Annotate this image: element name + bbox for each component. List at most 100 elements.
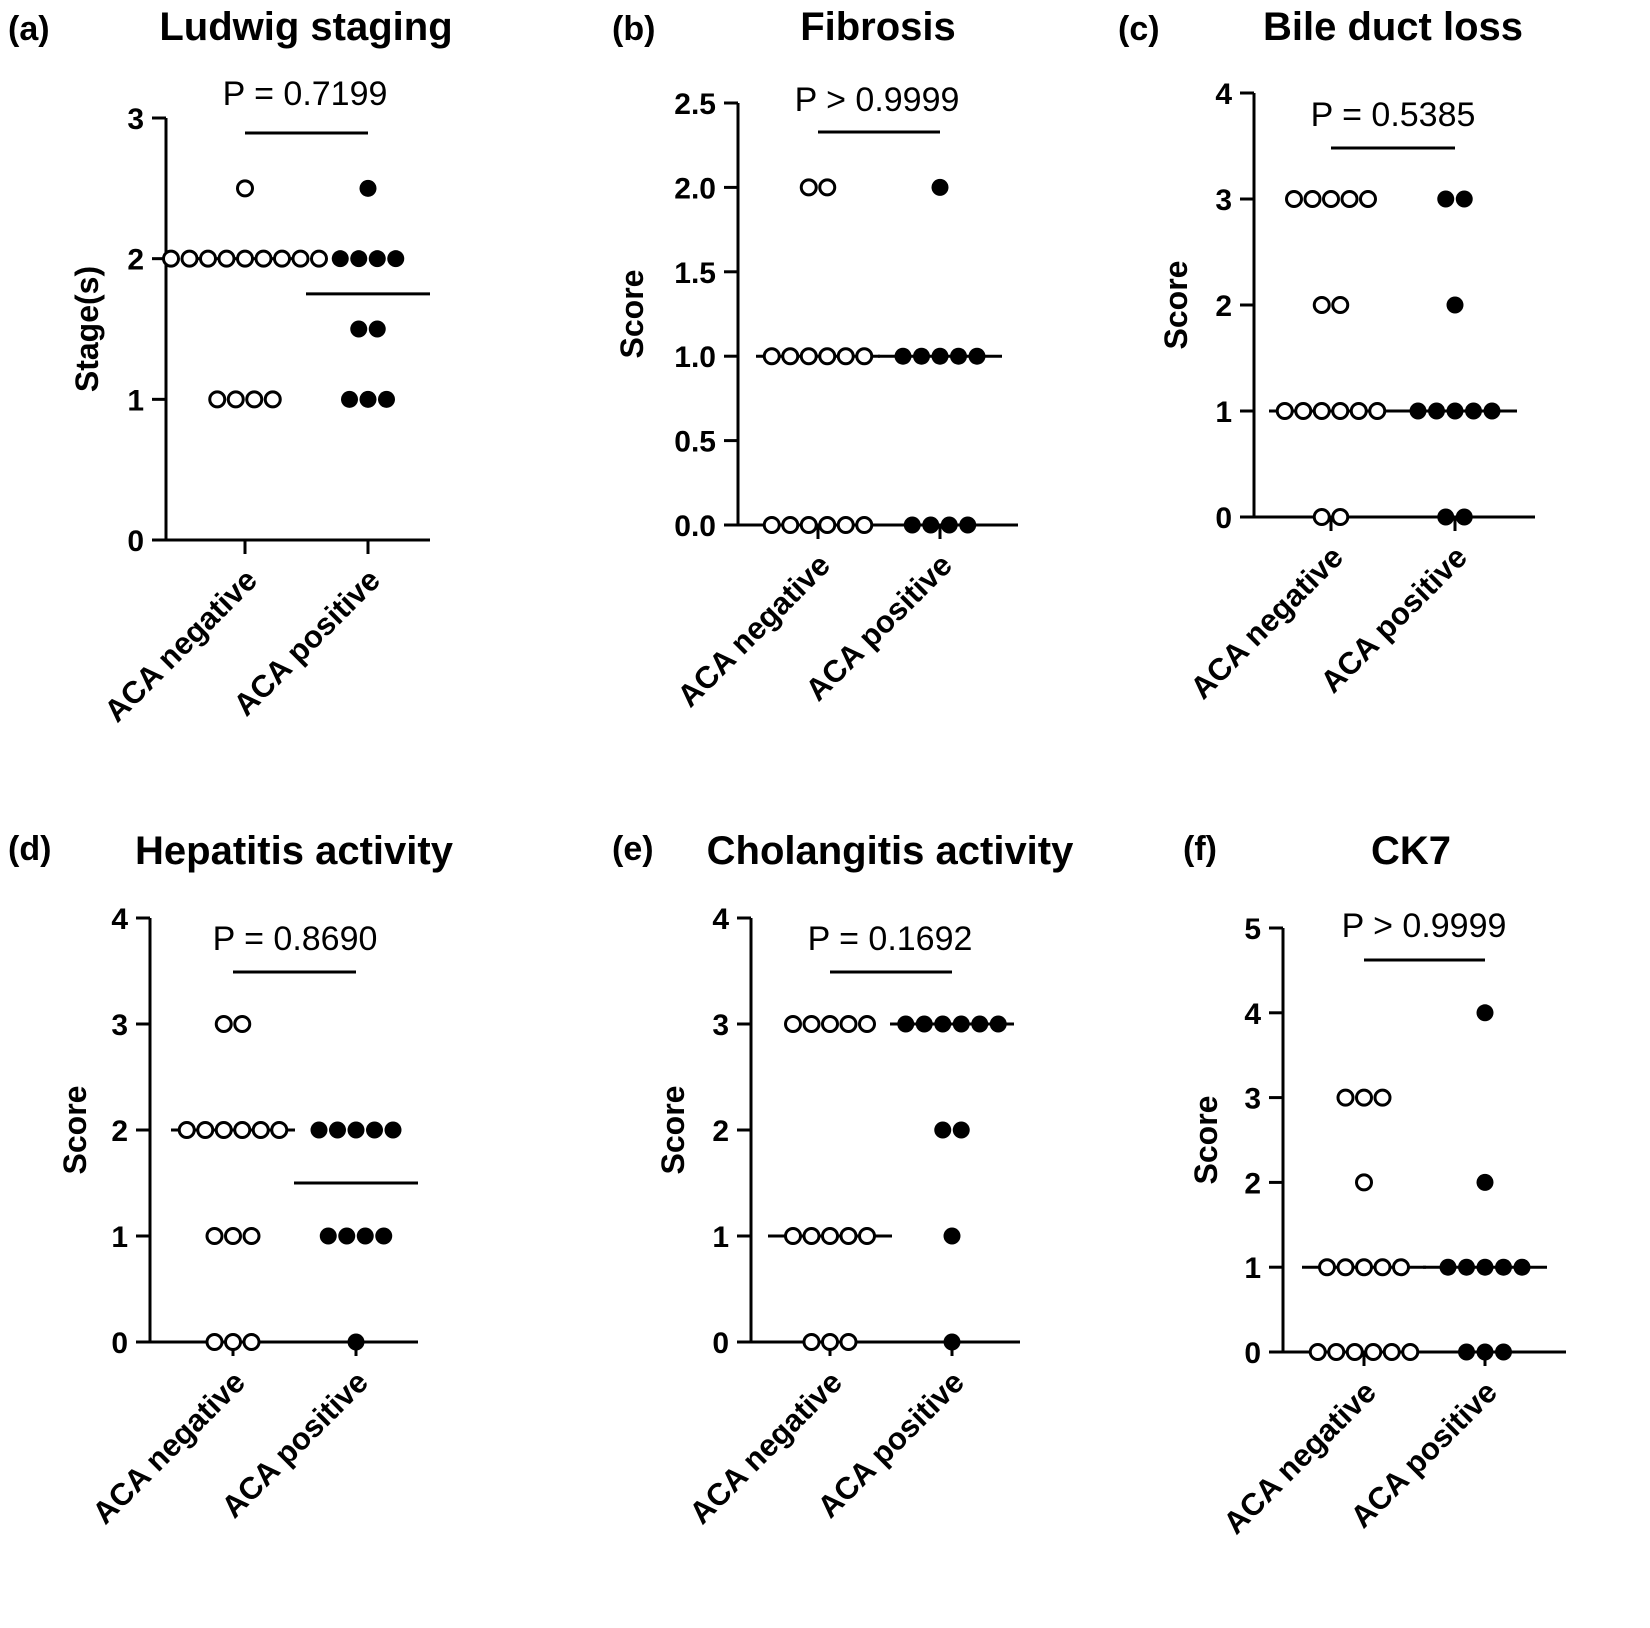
data-point-open: [839, 1333, 858, 1351]
data-point-open: [1327, 1343, 1346, 1361]
data-point-filled: [384, 1121, 402, 1139]
data-point-open: [1345, 1343, 1364, 1361]
data-point-open: [855, 516, 874, 534]
data-point-filled: [897, 1015, 915, 1033]
data-point-open: [273, 249, 291, 268]
data-point-open: [1336, 1258, 1355, 1277]
data-point-filled: [1465, 402, 1482, 420]
data-point-filled: [1428, 402, 1445, 420]
p-value: P = 0.8690: [213, 920, 378, 958]
data-point-open: [1373, 1258, 1392, 1277]
data-point-open: [217, 249, 236, 268]
data-point-open: [214, 1121, 233, 1139]
panel-title: Hepatitis activity: [135, 829, 454, 873]
data-point-open: [799, 516, 818, 534]
y-tick-label: 0: [1215, 502, 1232, 535]
y-tick-label: 2: [712, 1115, 729, 1148]
data-point-open: [242, 1227, 261, 1245]
data-point-filled: [1495, 1343, 1512, 1361]
panel-label: (d): [8, 830, 51, 868]
data-point-open: [1355, 1173, 1373, 1192]
data-point-filled: [1476, 1173, 1494, 1191]
data-point-filled: [922, 516, 940, 534]
data-point-open: [1303, 190, 1322, 208]
data-point-open: [1294, 402, 1313, 420]
data-point-filled: [359, 179, 377, 197]
data-point-filled: [366, 1121, 383, 1139]
y-tick-label: 1.0: [674, 341, 716, 374]
data-point-filled: [950, 347, 967, 365]
y-axis-title: Score: [614, 270, 650, 359]
p-value: P > 0.9999: [1342, 907, 1507, 945]
data-point-filled: [1409, 402, 1427, 420]
y-tick-label: 4: [111, 903, 128, 936]
data-point-filled: [1476, 1004, 1494, 1022]
data-point-filled: [347, 1333, 365, 1351]
y-tick-label: 1: [1215, 396, 1232, 429]
panel-label: (f): [1183, 830, 1217, 868]
y-tick-label: 3: [1215, 184, 1232, 217]
data-point-filled: [359, 390, 377, 408]
data-point-filled: [1455, 190, 1473, 208]
data-point-open: [1364, 1343, 1383, 1361]
data-point-filled: [368, 250, 386, 268]
data-point-filled: [931, 178, 949, 196]
data-point-open: [1355, 1088, 1373, 1107]
data-point-filled: [934, 1121, 952, 1139]
data-point-open: [224, 1333, 242, 1351]
data-point-open: [784, 1015, 802, 1033]
data-point-open: [291, 249, 310, 268]
data-point-filled: [931, 347, 949, 365]
data-point-filled: [1455, 508, 1473, 526]
y-tick-label: 2.5: [674, 88, 716, 121]
y-tick-label: 4: [712, 903, 729, 936]
data-point-open: [1349, 402, 1368, 420]
panel-title: Cholangitis activity: [707, 829, 1074, 873]
data-point-open: [1359, 190, 1377, 208]
data-point-filled: [331, 250, 349, 268]
data-point-filled: [989, 1015, 1007, 1033]
data-point-filled: [894, 347, 912, 365]
data-point-open: [839, 1015, 858, 1033]
data-point-open: [214, 1015, 233, 1033]
data-point-filled: [952, 1015, 970, 1033]
panel-title: CK7: [1371, 829, 1451, 873]
data-point-open: [858, 1015, 876, 1033]
data-point-open: [762, 347, 781, 366]
data-point-filled: [952, 1121, 970, 1139]
data-point-filled: [378, 390, 395, 408]
data-point-filled: [375, 1227, 393, 1245]
y-tick-label: 3: [127, 103, 144, 136]
data-point-filled: [943, 1227, 961, 1245]
y-axis-title: Score: [1188, 1096, 1224, 1185]
data-point-filled: [934, 1015, 952, 1033]
data-point-open: [802, 1015, 821, 1033]
data-point-filled: [1439, 1258, 1457, 1276]
panel-label: (c): [1118, 10, 1160, 48]
data-point-open: [254, 249, 273, 268]
data-point-filled: [1437, 508, 1455, 526]
data-point-open: [245, 390, 264, 409]
y-tick-label: 1: [1244, 1252, 1261, 1285]
data-point-open: [263, 390, 282, 409]
data-point-open: [781, 347, 800, 366]
data-point-open: [818, 178, 837, 197]
data-point-filled: [387, 250, 405, 268]
y-axis-title: Score: [655, 1086, 691, 1175]
data-point-open: [1382, 1343, 1401, 1361]
data-point-filled: [1446, 296, 1464, 314]
data-point-open: [196, 1121, 215, 1139]
data-point-open: [836, 516, 855, 534]
y-tick-label: 4: [1215, 78, 1232, 111]
data-point-open: [821, 1333, 839, 1351]
y-tick-label: 1: [712, 1221, 729, 1254]
data-point-open: [180, 249, 199, 268]
data-point-open: [1322, 190, 1340, 208]
data-point-open: [1373, 1088, 1392, 1107]
data-point-open: [1312, 402, 1331, 420]
data-point-open: [818, 347, 837, 366]
data-point-open: [1312, 508, 1331, 526]
p-value: P > 0.9999: [795, 81, 960, 119]
y-tick-label: 1.5: [674, 257, 716, 290]
